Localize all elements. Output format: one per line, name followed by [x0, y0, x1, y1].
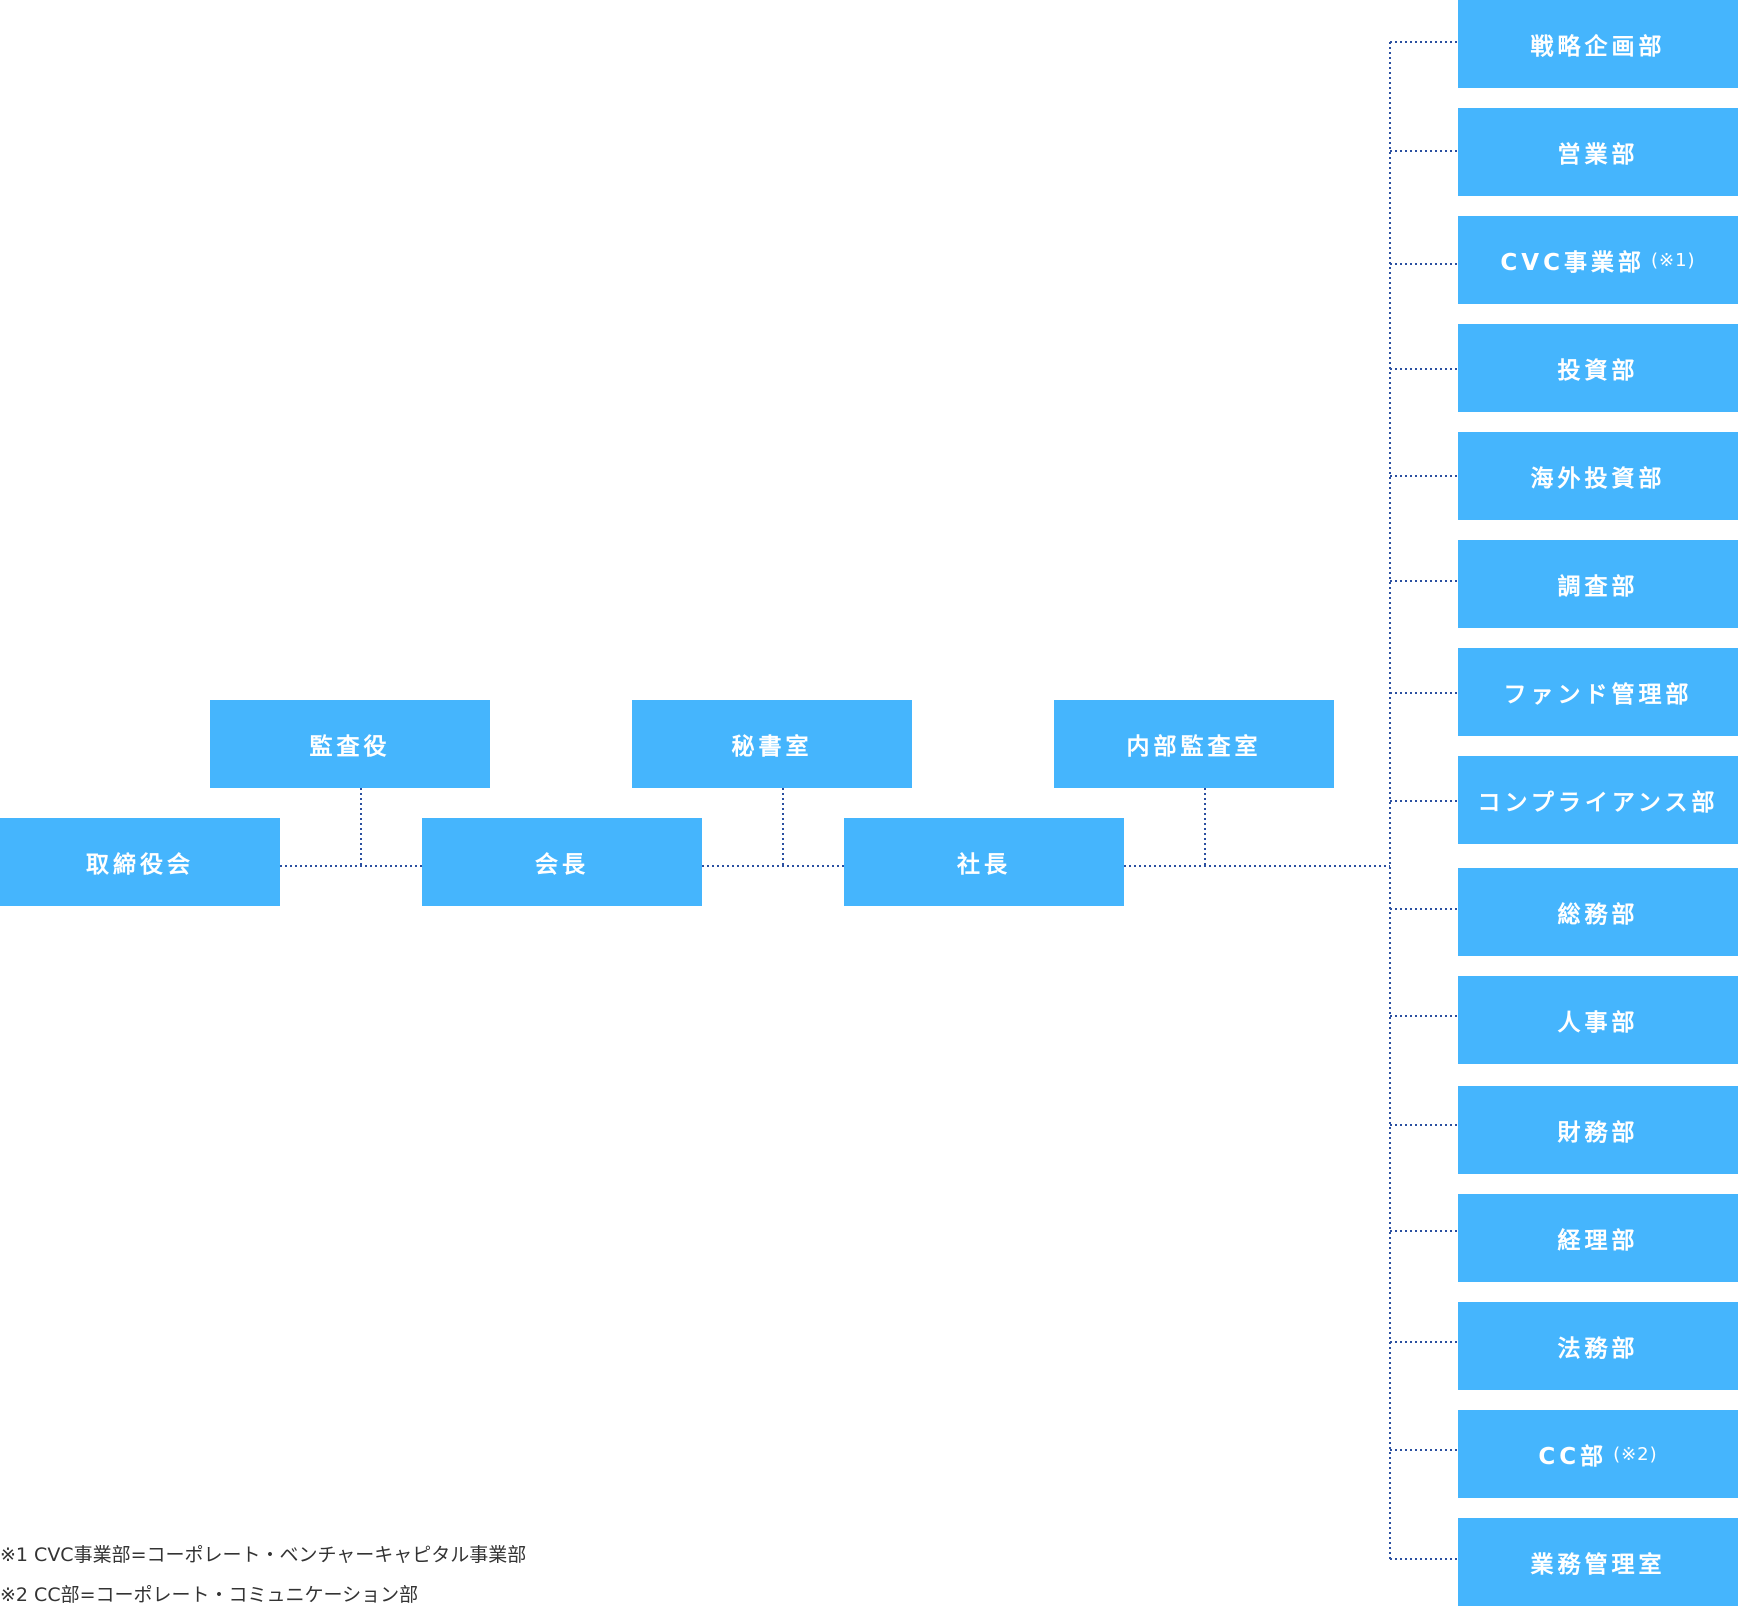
box-chairman: 会長 [422, 818, 702, 906]
box-department: 戦略企画部 [1458, 0, 1738, 88]
box-label: 会長 [535, 852, 589, 878]
box-secretariat: 秘書室 [632, 700, 912, 788]
box-department: コンプライアンス部 [1458, 756, 1738, 844]
box-label: 内部監査室 [1126, 734, 1262, 760]
box-department: 投資部 [1458, 324, 1738, 412]
box-department: 営業部 [1458, 108, 1738, 196]
box-department: ファンド管理部 [1458, 648, 1738, 736]
box-label: 社長 [957, 852, 1011, 878]
box-label: ファンド管理部 [1503, 682, 1693, 708]
box-label: 投資部 [1557, 358, 1639, 384]
box-label: 営業部 [1557, 142, 1639, 168]
box-department: CVC事業部 (※1) [1458, 216, 1738, 304]
box-label: 経理部 [1557, 1228, 1639, 1254]
box-label: 海外投資部 [1530, 466, 1666, 492]
box-footnote-mark: (※2) [1613, 1443, 1658, 1465]
box-label: 調査部 [1557, 574, 1639, 600]
box-label: 秘書室 [731, 734, 813, 760]
box-label: CVC事業部 [1500, 250, 1645, 276]
box-label: 取締役会 [86, 852, 194, 878]
box-label: 戦略企画部 [1530, 34, 1666, 60]
box-label: コンプライアンス部 [1477, 790, 1719, 816]
box-department: 経理部 [1458, 1194, 1738, 1282]
box-label: 監査役 [309, 734, 391, 760]
box-board: 取締役会 [0, 818, 280, 906]
box-department: 業務管理室 [1458, 1518, 1738, 1606]
box-department: 調査部 [1458, 540, 1738, 628]
footnote-2: ※2 CC部=コーポレート・コミュニケーション部 [0, 1584, 419, 1606]
box-label: 人事部 [1557, 1010, 1639, 1036]
box-department: 総務部 [1458, 868, 1738, 956]
box-label: 業務管理室 [1530, 1552, 1666, 1578]
box-label: CC部 [1538, 1444, 1608, 1470]
footnote-1: ※1 CVC事業部=コーポレート・ベンチャーキャピタル事業部 [0, 1544, 527, 1566]
box-footnote-mark: (※1) [1650, 249, 1696, 271]
box-department: 人事部 [1458, 976, 1738, 1064]
box-label: 法務部 [1557, 1336, 1639, 1362]
box-auditor: 監査役 [210, 700, 490, 788]
box-department: CC部 (※2) [1458, 1410, 1738, 1498]
box-label: 財務部 [1557, 1120, 1639, 1146]
box-department: 海外投資部 [1458, 432, 1738, 520]
box-president: 社長 [844, 818, 1124, 906]
box-label: 総務部 [1557, 902, 1639, 928]
box-internal-audit: 内部監査室 [1054, 700, 1334, 788]
box-department: 法務部 [1458, 1302, 1738, 1390]
box-department: 財務部 [1458, 1086, 1738, 1174]
